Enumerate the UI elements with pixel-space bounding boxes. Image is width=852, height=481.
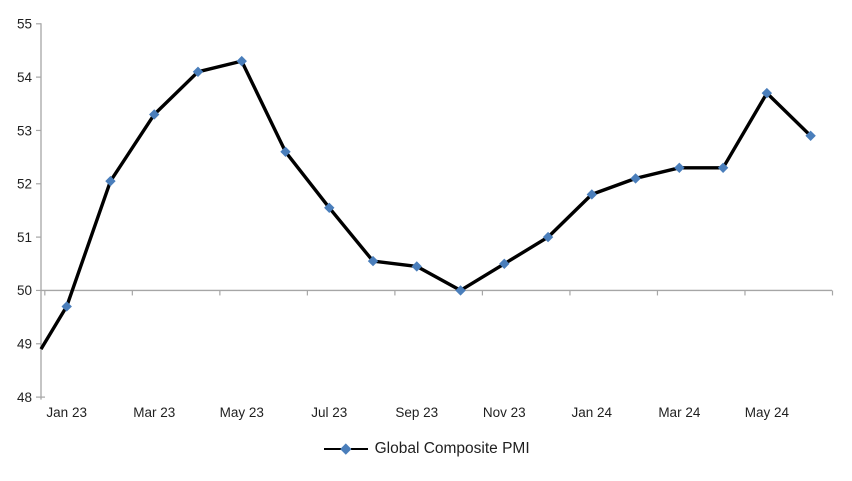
y-axis-label: 54	[17, 70, 33, 85]
x-axis-label: Nov 23	[483, 405, 526, 420]
data-point-marker	[280, 146, 291, 157]
legend-diamond-marker-icon	[340, 443, 352, 455]
y-axis-label: 50	[17, 283, 32, 298]
x-axis-label: Mar 23	[133, 405, 175, 420]
data-point-marker	[542, 231, 554, 243]
x-axis-label: Jan 23	[46, 405, 87, 420]
data-point-marker	[674, 162, 685, 173]
x-axis-label: Mar 24	[658, 405, 701, 420]
data-point-marker	[455, 285, 466, 296]
pmi-line-chart: 48 49 50 51 52 53 54 55 Jan 23 Mar 23 May 23 Jul 23…	[17, 17, 834, 420]
data-point-marker	[61, 301, 72, 312]
legend: Global Composite PMI	[324, 439, 530, 459]
x-axis-label: May 23	[220, 405, 264, 420]
legend-label: Global Composite PMI	[374, 440, 530, 457]
x-axis-label: Jan 24	[572, 405, 613, 420]
x-axis-label: Sep 23	[395, 405, 438, 420]
data-point-marker	[761, 87, 773, 99]
y-axis-label: 51	[17, 230, 32, 245]
data-point-marker	[324, 202, 335, 213]
x-axis-label: May 24	[745, 405, 790, 420]
data-point-marker	[411, 261, 422, 272]
y-axis-label: 55	[17, 17, 32, 32]
data-point-marker	[105, 175, 116, 187]
data-point-marker	[630, 173, 641, 184]
data-point-marker	[805, 130, 816, 141]
data-point-marker	[499, 258, 510, 269]
data-point-marker	[586, 189, 598, 200]
y-axis-label: 53	[17, 123, 32, 138]
data-point-marker	[717, 162, 729, 173]
legend-line-sample	[324, 447, 341, 451]
x-axis-label: Jul 23	[311, 405, 347, 420]
data-point-marker	[367, 255, 379, 267]
data-point-marker	[192, 66, 204, 77]
y-axis-label: 48	[17, 390, 32, 405]
y-axis-label: 49	[17, 337, 32, 352]
data-point-marker	[236, 55, 247, 67]
pmi-series-line	[39, 59, 812, 350]
y-axis-label: 52	[17, 177, 32, 192]
legend-line-sample	[350, 447, 368, 451]
data-point-marker	[149, 109, 160, 120]
